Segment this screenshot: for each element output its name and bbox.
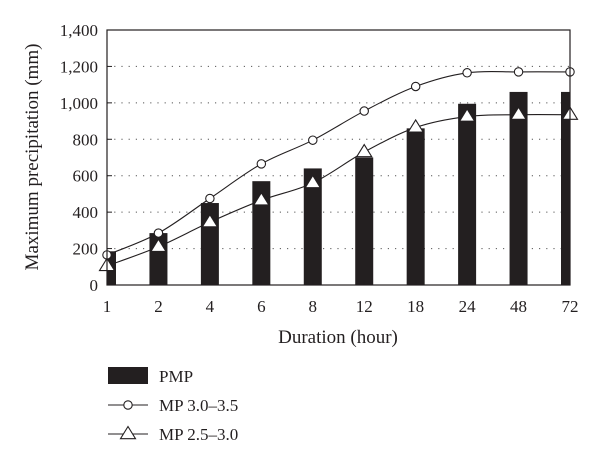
y-tick-label: 1,400: [60, 21, 98, 40]
pmp-bar: [509, 91, 528, 285]
legend-label: MP 3.0–3.5: [159, 396, 238, 415]
mp-3-0-3-5-point: [462, 68, 472, 78]
mp-3-0-3-5-point: [410, 81, 421, 92]
mp-2-5-3-0-point: [252, 191, 270, 206]
legend: PMP MP 3.0–3.5 MP 2.5–3.0: [108, 367, 238, 444]
x-tick-label: 6: [257, 297, 266, 316]
mp-2-5-3-0-point: [355, 143, 373, 158]
gridlines: [107, 65, 570, 250]
mp-2-5-3-0-line: [106, 114, 571, 267]
legend-label: MP 2.5–3.0: [159, 425, 238, 444]
mp-3-0-3-5-point: [205, 193, 215, 204]
pmp-bar: [355, 157, 374, 285]
x-tick-label: 18: [407, 297, 424, 316]
x-tick-label: 2: [154, 297, 163, 316]
y-tick-label: 200: [73, 240, 99, 259]
pmp-bar: [406, 128, 425, 285]
pmp-bar: [252, 181, 271, 285]
y-tick-label: 400: [73, 203, 99, 222]
plot-frame: [106, 29, 571, 286]
axes: [106, 29, 571, 286]
legend-triangle-marker: [119, 425, 137, 440]
y-tick-label: 1,000: [60, 94, 98, 113]
x-tick-label: 24: [459, 297, 477, 316]
mp-2-5-3-0-point: [407, 118, 425, 133]
y-tick-label: 0: [90, 276, 99, 295]
mp-3-0-3-5-point: [308, 135, 318, 145]
x-tick-label: 4: [206, 297, 215, 316]
mp-2-5-3-0-point: [201, 213, 219, 228]
pmp-bars: [107, 91, 570, 286]
x-tick-label: 12: [356, 297, 373, 316]
mp-2-5-3-0-point: [304, 174, 322, 189]
mp-2-5-3-0-point: [149, 238, 167, 252]
legend-pmp-swatch: [108, 367, 148, 384]
x-axis-label: Duration (hour): [278, 327, 398, 348]
y-tick-label: 600: [73, 167, 99, 186]
x-tick-label: 72: [562, 297, 579, 316]
mp-3-0-3-5-point: [359, 106, 369, 116]
mp-3-0-3-5-point: [256, 159, 267, 169]
y-tick-label: 1,200: [60, 57, 98, 76]
pmp-bar: [561, 91, 570, 285]
mp-3-0-3-5-line: [106, 70, 571, 256]
legend-label: PMP: [159, 367, 193, 386]
x-tick-label: 8: [309, 297, 318, 316]
mp-lines: [98, 67, 579, 272]
mp-2-5-3-0-point: [510, 106, 528, 120]
x-tick-label: 1: [103, 297, 112, 316]
pmp-bar: [458, 103, 477, 286]
pmp-bar: [303, 168, 322, 285]
mp-2-5-3-0-point: [458, 107, 476, 122]
mp-3-0-3-5-point: [513, 67, 524, 77]
legend-circle-marker: [123, 400, 133, 410]
y-axis-label: Maximum precipitation (mm): [22, 44, 43, 271]
y-tick-label: 800: [73, 130, 99, 149]
mp-3-0-3-5-point: [153, 228, 164, 238]
x-tick-label: 48: [510, 297, 527, 316]
